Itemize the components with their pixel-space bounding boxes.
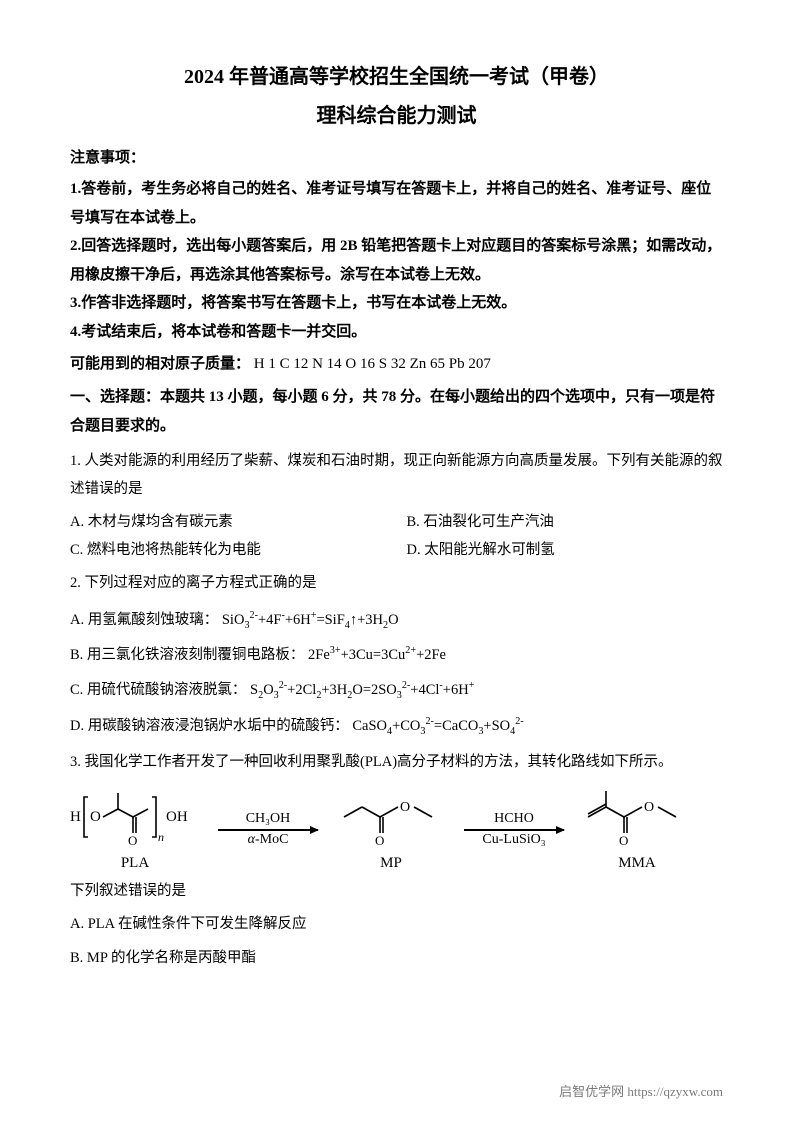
q2-d-equation: CaSO4+CO32-=CaCO3+SO42-	[352, 718, 523, 734]
q3-option-b: B. MP 的化学名称是丙酸甲酯	[70, 945, 723, 973]
q3-label-pla: PLA	[121, 855, 149, 872]
svg-text:O: O	[375, 833, 384, 847]
q3-mol-mp: O O MP	[336, 787, 446, 872]
exam-title-line1: 2024 年普通高等学校招生全国统一考试（甲卷）	[70, 60, 723, 89]
q3-arrow1-rest: -MoC	[255, 832, 288, 847]
q1-options: A. 木材与煤均含有碳元素 B. 石油裂化可生产汽油 C. 燃料电池将热能转化为…	[70, 509, 723, 564]
svg-text:O: O	[400, 800, 410, 815]
notice-heading: 注意事项：	[70, 146, 723, 167]
q3-arrow2-top: HCHO	[464, 811, 564, 830]
mp-structure-icon: O O	[336, 787, 446, 847]
q1-option-a: A. 木材与煤均含有碳元素	[70, 509, 387, 537]
q2-c-prefix: C. 用硫代硫酸钠溶液脱氯：	[70, 682, 246, 698]
q3-label-mp: MP	[380, 855, 402, 872]
q3-arrow1-top: CH₃OH	[218, 811, 318, 830]
svg-text:OH: OH	[166, 809, 188, 825]
svg-text:O: O	[90, 809, 101, 825]
svg-text:O: O	[128, 833, 137, 847]
q2-b-equation: 2Fe3++3Cu=3Cu2++2Fe	[308, 647, 446, 663]
q3-arrow1-italic: α	[248, 832, 255, 847]
q2-option-c: C. 用硫代硫酸钠溶液脱氯： S2O32-+2Cl2+3H2O=2SO32-+4…	[70, 674, 723, 707]
q1-option-c: C. 燃料电池将热能转化为电能	[70, 537, 387, 565]
q2-a-equation: SiO32-+4F-+6H+=SiF4↑+3H2O	[222, 612, 399, 628]
page-footer: 启智优学网 https://qzyxw.com	[559, 1081, 723, 1100]
instruction-1: 1.答卷前，考生务必将自己的姓名、准考证号填写在答题卡上，并将自己的姓名、准考证…	[70, 175, 723, 232]
instruction-4: 4.考试结束后，将本试卷和答题卡一并交回。	[70, 318, 723, 347]
q3-arrow1-bottom: α-MoC	[218, 831, 318, 848]
svg-text:n: n	[158, 830, 164, 844]
q3-arrow2-bottom-text: Cu-LuSiO₃	[482, 832, 545, 847]
q3-option-a: A. PLA 在碱性条件下可发生降解反应	[70, 911, 723, 939]
q3-stem: 3. 我国化学工作者开发了一种回收利用聚乳酸(PLA)高分子材料的方法，其转化路…	[70, 749, 723, 777]
svg-text:O: O	[644, 800, 654, 815]
svg-text:O: O	[619, 833, 628, 847]
q3-arrow-2: HCHO Cu-LuSiO₃	[464, 811, 564, 872]
q3-label-mma: MMA	[618, 855, 656, 872]
q2-option-d: D. 用碳酸钠溶液浸泡锅炉水垢中的硫酸钙： CaSO4+CO32-=CaCO3+…	[70, 710, 723, 743]
q3-after-scheme: 下列叙述错误的是	[70, 878, 723, 906]
q3-arrow-1: CH₃OH α-MoC	[218, 811, 318, 872]
mma-structure-icon: O O	[582, 787, 692, 847]
q3-arrow2-bottom: Cu-LuSiO₃	[464, 831, 564, 848]
q2-stem: 2. 下列过程对应的离子方程式正确的是	[70, 570, 723, 598]
q2-option-b: B. 用三氯化铁溶液刻制覆铜电路板： 2Fe3++3Cu=3Cu2++2Fe	[70, 639, 723, 672]
atomic-mass-label: 可能用到的相对原子质量：	[70, 356, 250, 372]
q2-d-prefix: D. 用碳酸钠溶液浸泡锅炉水垢中的硫酸钙：	[70, 718, 349, 734]
section-1-heading: 一、选择题：本题共 13 小题，每小题 6 分，共 78 分。在每小题给出的四个…	[70, 383, 723, 440]
q1-stem: 1. 人类对能源的利用经历了柴薪、煤炭和石油时期，现正向新能源方向高质量发展。下…	[70, 448, 723, 503]
pla-structure-icon: H O O n OH	[70, 787, 200, 847]
q3-mol-pla: H O O n OH	[70, 787, 200, 872]
atomic-mass-values: H 1 C 12 N 14 O 16 S 32 Zn 65 Pb 207	[254, 356, 491, 372]
exam-title-line2: 理科综合能力测试	[70, 99, 723, 128]
atomic-mass-line: 可能用到的相对原子质量： H 1 C 12 N 14 O 16 S 32 Zn …	[70, 352, 723, 373]
q2-option-a: A. 用氢氟酸刻蚀玻璃： SiO32-+4F-+6H+=SiF4↑+3H2O	[70, 604, 723, 637]
instruction-2: 2.回答选择题时，选出每小题答案后，用 2B 铅笔把答题卡上对应题目的答案标号涂…	[70, 232, 723, 289]
q2-a-prefix: A. 用氢氟酸刻蚀玻璃：	[70, 612, 218, 628]
q2-c-equation: S2O32-+2Cl2+3H2O=2SO32-+4Cl-+6H+	[250, 682, 474, 698]
q1-option-d: D. 太阳能光解水可制氢	[407, 537, 724, 565]
q3-mol-mma: O O MMA	[582, 787, 692, 872]
svg-text:H: H	[70, 809, 81, 825]
q2-b-prefix: B. 用三氯化铁溶液刻制覆铜电路板：	[70, 647, 304, 663]
instruction-3: 3.作答非选择题时，将答案书写在答题卡上，书写在本试卷上无效。	[70, 289, 723, 318]
q1-option-b: B. 石油裂化可生产汽油	[407, 509, 724, 537]
q3-reaction-scheme: H O O n OH	[70, 787, 723, 872]
